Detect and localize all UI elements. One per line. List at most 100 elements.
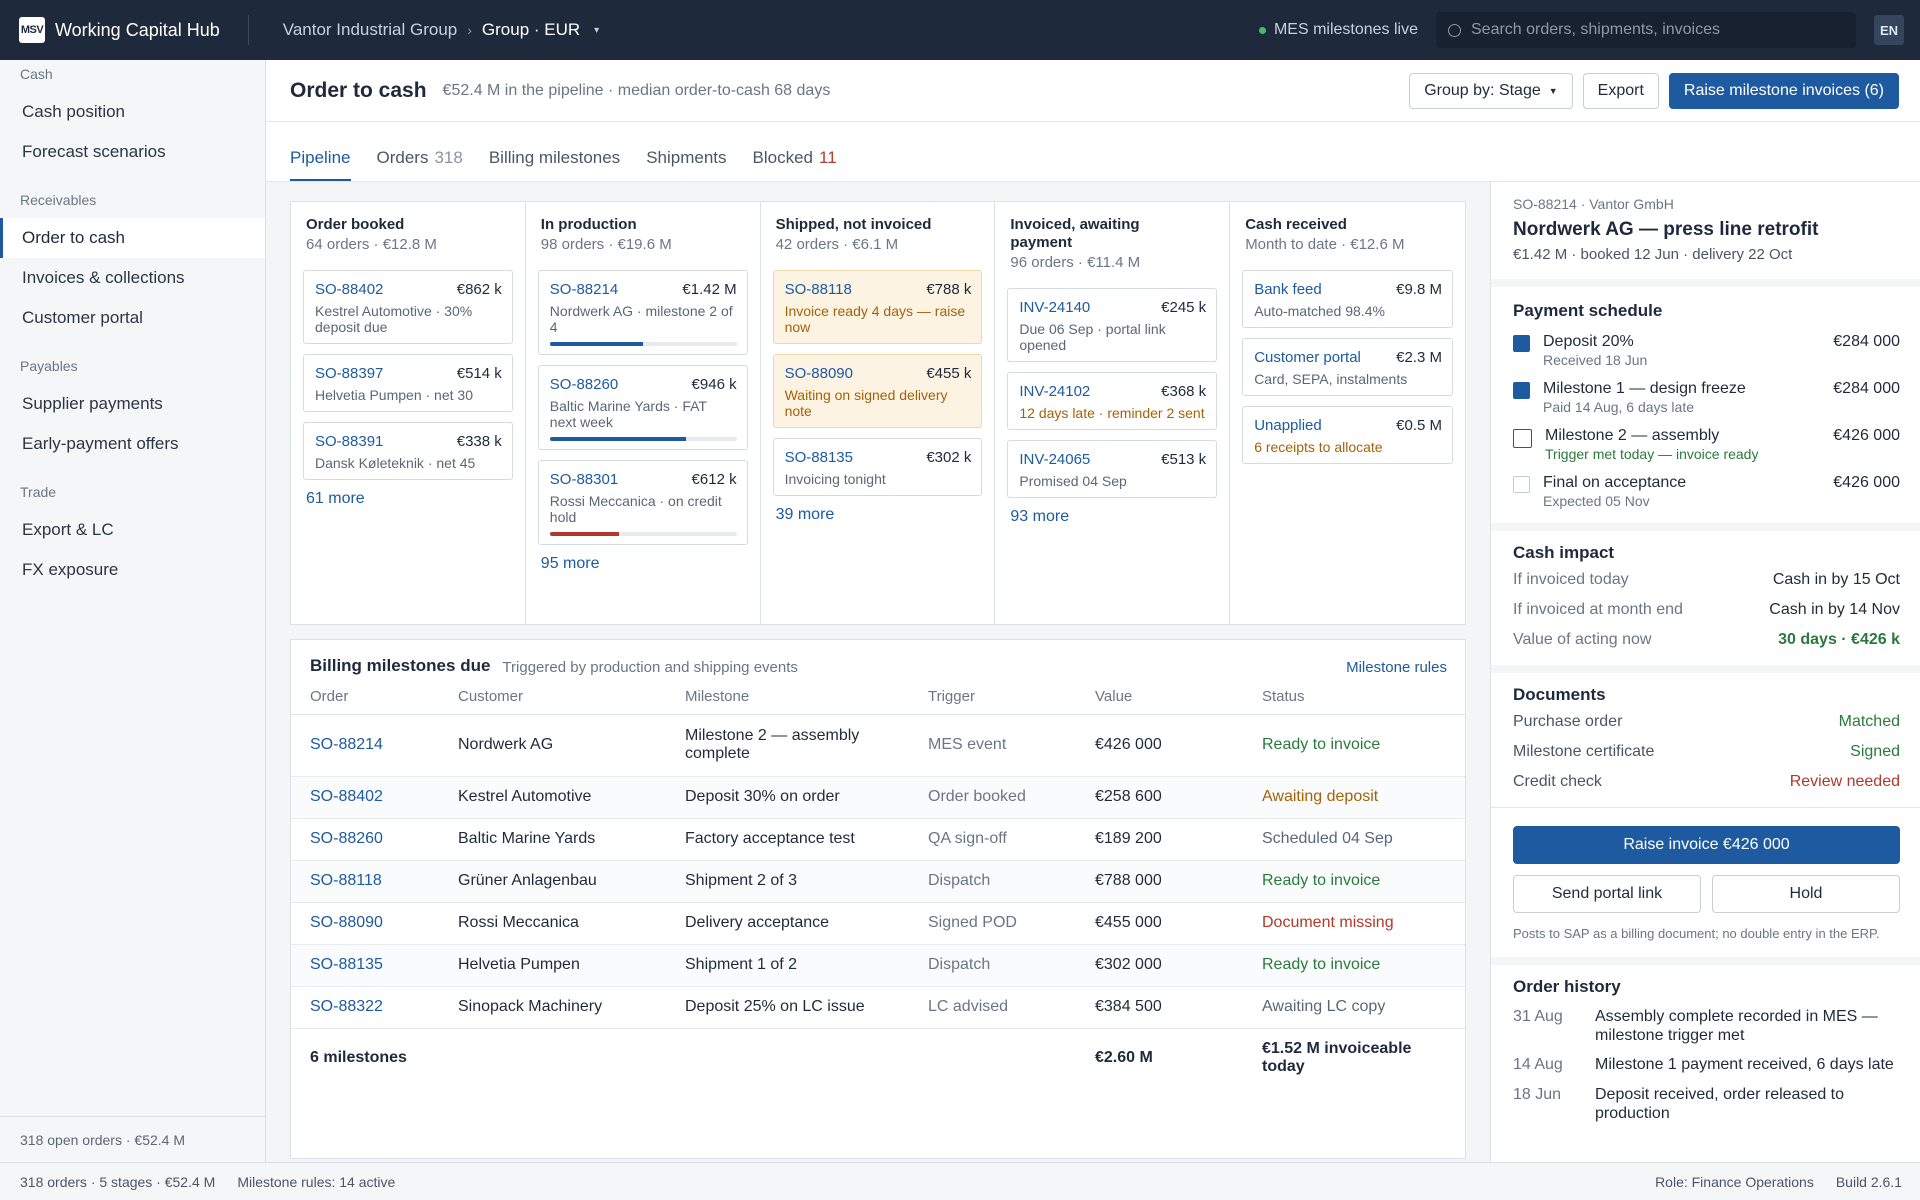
raise-invoice-button[interactable]: Raise invoice €426 000: [1513, 826, 1900, 864]
order-link[interactable]: SO-88090: [291, 902, 458, 945]
table-row[interactable]: SO-88214 Nordwerk AG Milestone 2 — assembl…: [291, 714, 1465, 777]
column-title: Cash received: [1245, 216, 1347, 233]
tab-billing-milestones[interactable]: Billing milestones: [489, 148, 620, 181]
table-row[interactable]: SO-88402 Kestrel Automotive Deposit 30% on…: [291, 776, 1465, 819]
order-link[interactable]: SO-88322: [291, 986, 458, 1029]
checkbox-checked-icon[interactable]: [1513, 382, 1530, 399]
breadcrumb-scope[interactable]: Group · EUR: [481, 20, 581, 39]
caret-down-icon[interactable]: ▾: [594, 24, 600, 36]
schedule-value: €426 000: [1833, 427, 1900, 444]
schedule-sub: Paid 14 Aug, 6 days late: [1543, 399, 1694, 415]
footer-invoiceable: €1.52 M invoiceable today: [1262, 1040, 1412, 1076]
sidebar-item-forecast-scenarios[interactable]: Forecast scenarios: [22, 142, 166, 161]
card-value: €245 k: [1161, 299, 1207, 316]
history-text: Deposit received, order released to prod…: [1595, 1086, 1845, 1122]
order-link[interactable]: SO-88260: [291, 818, 458, 861]
more-link[interactable]: 39 more: [775, 506, 835, 523]
send-portal-link-button[interactable]: Send portal link: [1513, 875, 1701, 913]
search-input[interactable]: [1471, 21, 1841, 39]
group-by-dropdown[interactable]: Group by: Stage ▼: [1409, 72, 1573, 109]
pipeline-column: Order booked 64 orders · €12.8 M SO-88402…: [291, 202, 526, 624]
tab-label: Billing milestones: [488, 148, 621, 167]
order-link[interactable]: SO-88118: [291, 860, 458, 903]
order-card[interactable]: SO-88090 €455 k Waiting on signed delivery…: [772, 354, 983, 428]
more-link[interactable]: 93 more: [1010, 508, 1070, 525]
language-button[interactable]: EN: [1874, 15, 1904, 45]
card-desc: Waiting on signed delivery note: [784, 387, 948, 419]
sidebar-item-fx-exposure[interactable]: FX exposure: [22, 560, 119, 579]
invoice-card[interactable]: INV-24102 €368 k 12 days late · reminder 2…: [1007, 372, 1218, 430]
schedule-row[interactable]: Final on acceptance Expected 05 Nov €426 0…: [1513, 474, 1900, 509]
raise-milestone-invoices-button[interactable]: Raise milestone invoices (6): [1668, 72, 1899, 109]
col-header[interactable]: Status: [1262, 680, 1465, 715]
schedule-value: €284 000: [1833, 333, 1900, 350]
schedule-row[interactable]: Deposit 20% Received 18 Jun €284 000: [1513, 333, 1900, 368]
breadcrumb-company[interactable]: Vantor Industrial Group: [282, 20, 458, 39]
column-meta: 64 orders · €12.8 M: [306, 236, 437, 253]
checkbox-icon[interactable]: [1513, 429, 1532, 448]
progress-bar: [549, 342, 737, 346]
order-card[interactable]: SO-88135 €302 k Invoicing tonight: [772, 438, 983, 496]
cash-card[interactable]: Bank feed €9.8 M Auto-matched 98.4%: [1242, 270, 1453, 328]
cell-status: Awaiting LC copy: [1262, 986, 1465, 1029]
table-row[interactable]: SO-88118 Grüner Anlagenbau Shipment 2 of 3…: [291, 860, 1465, 903]
order-card[interactable]: SO-88402 €862 k Kestrel Automotive · 30% d…: [303, 270, 513, 344]
more-link[interactable]: 95 more: [540, 555, 600, 572]
order-link[interactable]: SO-88402: [291, 776, 458, 819]
col-header[interactable]: Value: [1095, 680, 1262, 715]
table-footer-row: 6 milestones €2.60 M €1.52 M invoiceable t…: [291, 1028, 1465, 1088]
table-row[interactable]: SO-88135 Helvetia Pumpen Shipment 1 of 2 Di…: [291, 944, 1465, 987]
actions: Raise invoice €426 000 Send portal link …: [1491, 808, 1920, 965]
cash-card[interactable]: Unapplied €0.5 M 6 receipts to allocate: [1242, 406, 1453, 464]
kv-key: Milestone certificate: [1513, 743, 1655, 760]
export-button[interactable]: Export: [1582, 72, 1659, 109]
sidebar-item-supplier-payments[interactable]: Supplier payments: [22, 394, 163, 413]
sidebar-item-early-payment-offers[interactable]: Early-payment offers: [22, 434, 179, 453]
order-card[interactable]: SO-88214 €1.42 M Nordwerk AG · milestone 2…: [537, 270, 748, 355]
sidebar-item-invoices-collections[interactable]: Invoices & collections: [22, 268, 185, 287]
sidebar-item-customer-portal[interactable]: Customer portal: [22, 308, 143, 327]
tab-shipments[interactable]: Shipments: [646, 148, 726, 181]
progress-fill: [549, 532, 619, 536]
col-header[interactable]: Order: [291, 680, 458, 715]
tab-orders[interactable]: Orders 318: [377, 148, 463, 181]
checkbox-checked-icon[interactable]: [1513, 335, 1530, 352]
order-link[interactable]: SO-88214: [291, 714, 458, 777]
search-box[interactable]: [1436, 12, 1856, 48]
invoice-card[interactable]: INV-24065 €513 k Promised 04 Sep: [1007, 440, 1218, 498]
sidebar-item-cash-position[interactable]: Cash position: [22, 102, 126, 121]
kv-value[interactable]: Review needed: [1789, 773, 1900, 790]
order-card[interactable]: SO-88118 €788 k Invoice ready 4 days — rai…: [772, 270, 983, 344]
card-desc: Helvetia Pumpen · net 30: [315, 387, 473, 403]
order-card[interactable]: SO-88391 €338 k Dansk Køleteknik · net 45: [303, 422, 513, 480]
checkbox-icon[interactable]: [1513, 476, 1530, 493]
col-header[interactable]: Milestone: [685, 680, 928, 715]
more-link[interactable]: 61 more: [306, 490, 365, 507]
milestone-rules-link[interactable]: Milestone rules: [1346, 659, 1447, 676]
tab-blocked[interactable]: Blocked 11: [753, 148, 837, 181]
card-id: Bank feed: [1254, 281, 1322, 298]
invoice-card[interactable]: INV-24140 €245 k Due 06 Sep · portal link …: [1007, 288, 1218, 362]
order-card[interactable]: SO-88397 €514 k Helvetia Pumpen · net 30: [303, 354, 513, 412]
card-id: SO-88090: [784, 365, 853, 382]
table-row[interactable]: SO-88322 Sinopack Machinery Deposit 25% on…: [291, 986, 1465, 1029]
col-header[interactable]: Trigger: [928, 680, 1095, 715]
col-header[interactable]: Customer: [458, 680, 685, 715]
order-link[interactable]: SO-88135: [291, 944, 458, 987]
tab-pipeline[interactable]: Pipeline: [290, 148, 351, 181]
card-value: €946 k: [691, 376, 737, 393]
sidebar-item-order-to-cash[interactable]: Order to cash: [0, 218, 265, 258]
table-row[interactable]: SO-88090 Rossi Meccanica Delivery acceptan…: [291, 902, 1465, 945]
sidebar-item-export-lc[interactable]: Export & LC: [22, 520, 114, 539]
order-card[interactable]: SO-88301 €612 k Rossi Meccanica · on credi…: [537, 460, 748, 545]
schedule-sub: Trigger met today — invoice ready: [1545, 446, 1759, 462]
table-row[interactable]: SO-88260 Baltic Marine Yards Factory accep…: [291, 818, 1465, 861]
schedule-row[interactable]: Milestone 2 — assembly Trigger met today …: [1513, 427, 1900, 462]
column-meta: 98 orders · €19.6 M: [540, 236, 672, 253]
cash-card[interactable]: Customer portal €2.3 M Card, SEPA, instalm…: [1242, 338, 1453, 396]
cell-customer: Nordwerk AG: [458, 714, 685, 777]
hold-button[interactable]: Hold: [1712, 875, 1900, 913]
order-card[interactable]: SO-88260 €946 k Baltic Marine Yards · FAT …: [537, 365, 748, 450]
schedule-row[interactable]: Milestone 1 — design freeze Paid 14 Aug, …: [1513, 380, 1900, 415]
cell-trigger: Dispatch: [928, 860, 1095, 903]
